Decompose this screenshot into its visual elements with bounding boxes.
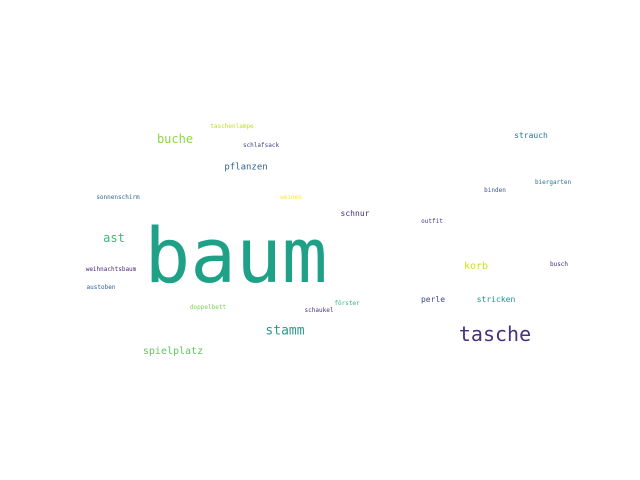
word-busch: busch: [549, 261, 569, 268]
word-sonnenschirm: sonnenschirm: [96, 194, 140, 201]
word-spielplatz: spielplatz: [142, 346, 204, 357]
word-outfit: outfit: [421, 218, 443, 225]
word-strauch: strauch: [514, 131, 548, 140]
word-stamm: stamm: [265, 323, 305, 339]
word-ast: ast: [103, 231, 125, 245]
word-perle: perle: [420, 295, 446, 304]
word-weinen: weinen: [280, 194, 302, 201]
word-taschenlampe: taschenlampe: [210, 123, 254, 130]
word-biergarten: biergarten: [534, 179, 572, 186]
word-foerster: förster: [334, 300, 360, 307]
word-pflanzen: pflanzen: [224, 162, 268, 173]
word-korb: korb: [463, 261, 489, 272]
word-schnur: schnur: [340, 209, 370, 218]
word-baum: baum: [144, 211, 328, 300]
word-schaukel: schaukel: [304, 307, 334, 314]
word-austoben: austoben: [86, 284, 116, 291]
word-binden: binden: [484, 187, 506, 194]
word-tasche: tasche: [458, 322, 532, 346]
word-buche: buche: [156, 132, 194, 146]
word-schlafsack: schlafsack: [242, 142, 280, 149]
word-doppelbett: doppelbett: [189, 304, 227, 311]
word-stricken: stricken: [476, 295, 516, 304]
word-weihnachtsbaum: weihnachtsbaum: [85, 266, 137, 273]
